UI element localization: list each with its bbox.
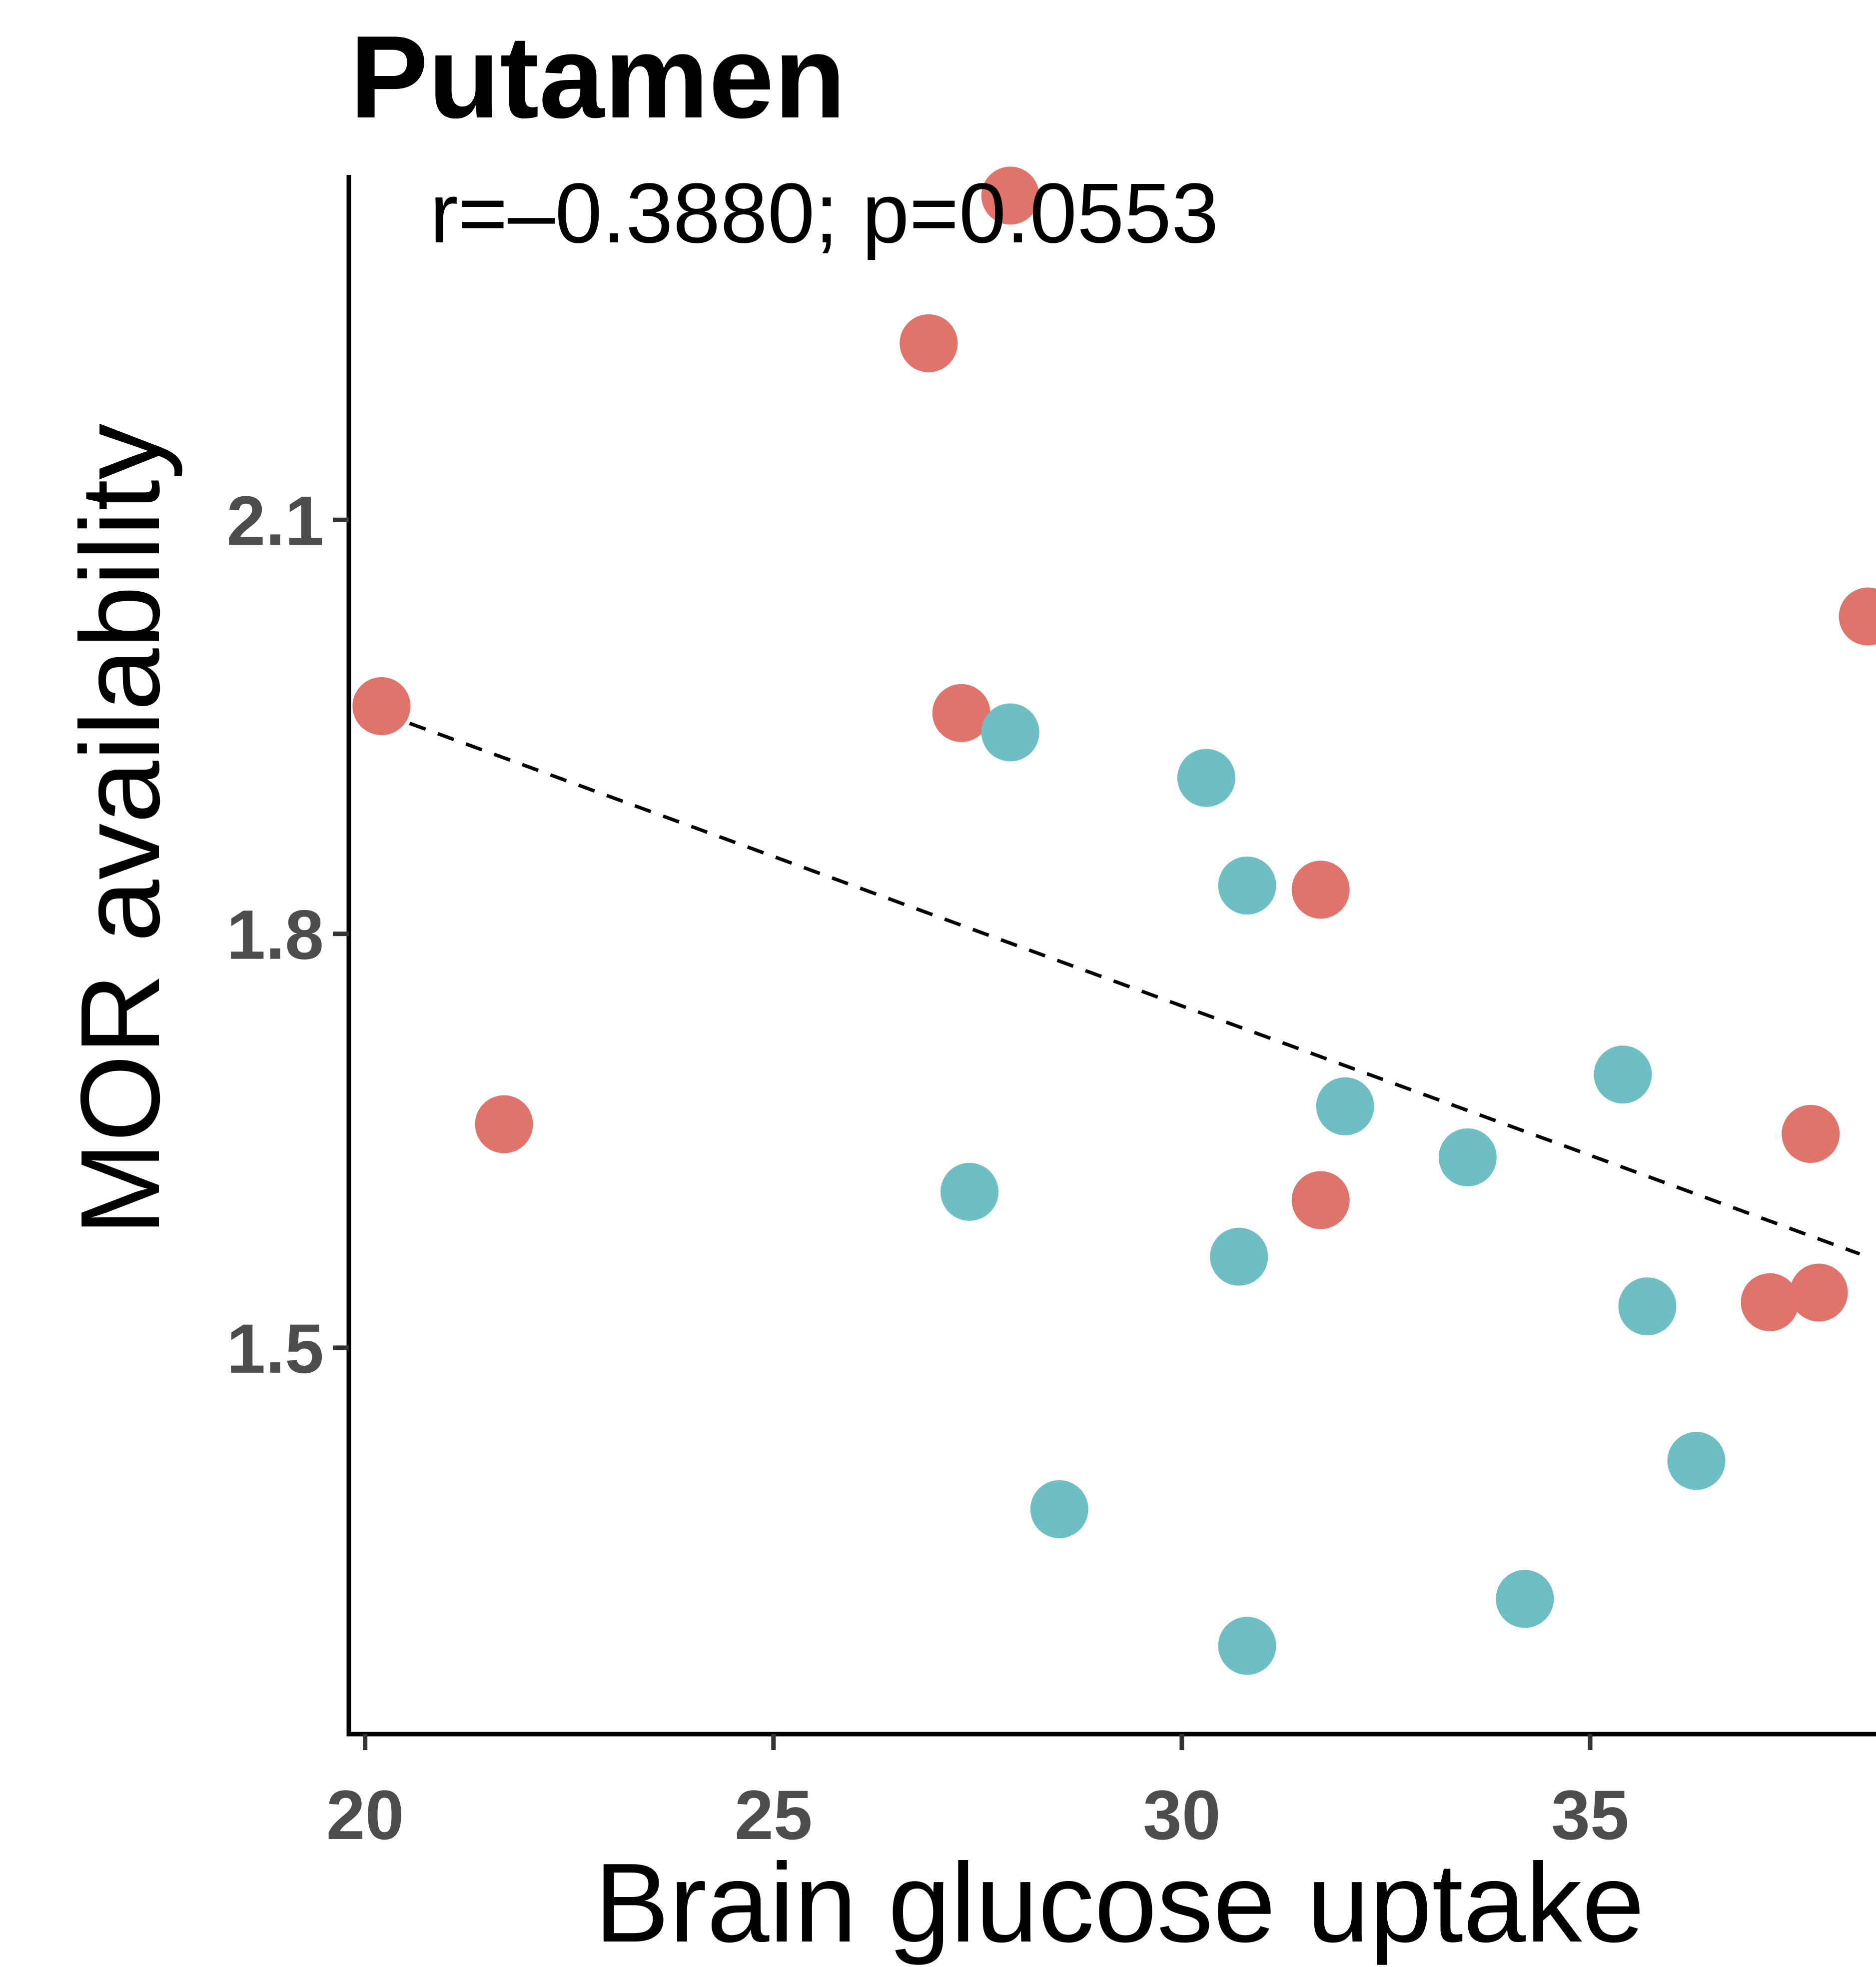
data-point [1496, 1570, 1554, 1628]
data-point [1438, 1128, 1497, 1186]
data-point [1594, 1045, 1652, 1104]
y-tick-label: 1.8 [226, 896, 324, 974]
data-point [1218, 1617, 1276, 1675]
data-point [1030, 1480, 1088, 1538]
data-point [1291, 1171, 1350, 1229]
trend-line-layer [381, 711, 1861, 1256]
x-tick-label: 20 [326, 1776, 404, 1854]
data-point [981, 166, 1039, 225]
data-point [981, 703, 1039, 762]
y-axis-title: MOR availability [57, 423, 183, 1236]
data-point [1316, 1077, 1374, 1135]
data-point [1782, 1104, 1840, 1163]
data-point [1210, 1227, 1268, 1286]
trend-line [381, 711, 1861, 1256]
y-axis: 1.5 1.8 2.1 [226, 175, 351, 1736]
x-axis-title: Brain glucose uptake [594, 1840, 1644, 1966]
y-tick-label: 1.5 [226, 1309, 324, 1388]
data-point [1667, 1432, 1726, 1490]
data-point [1218, 856, 1276, 915]
data-point [932, 684, 990, 742]
correlation-annotation: r=–0.3880; p=0.0553 [430, 166, 1219, 261]
data-point [1177, 749, 1235, 807]
x-tick-label: 25 [735, 1776, 813, 1854]
chart-title: Putamen [350, 11, 846, 142]
data-point [940, 1162, 999, 1221]
x-axis: 20 25 30 35 [326, 1732, 1876, 1854]
data-point [1618, 1277, 1677, 1336]
data-point [1291, 861, 1350, 919]
y-tick-label: 2.1 [226, 481, 324, 560]
x-tick-label: 35 [1551, 1776, 1629, 1854]
data-point [1790, 1263, 1848, 1322]
data-point [900, 314, 958, 372]
data-point [352, 677, 411, 736]
points-layer [352, 166, 1876, 1675]
data-point [475, 1095, 533, 1153]
data-point [1741, 1273, 1799, 1331]
x-tick-label: 30 [1143, 1776, 1221, 1854]
data-point [1839, 587, 1876, 646]
